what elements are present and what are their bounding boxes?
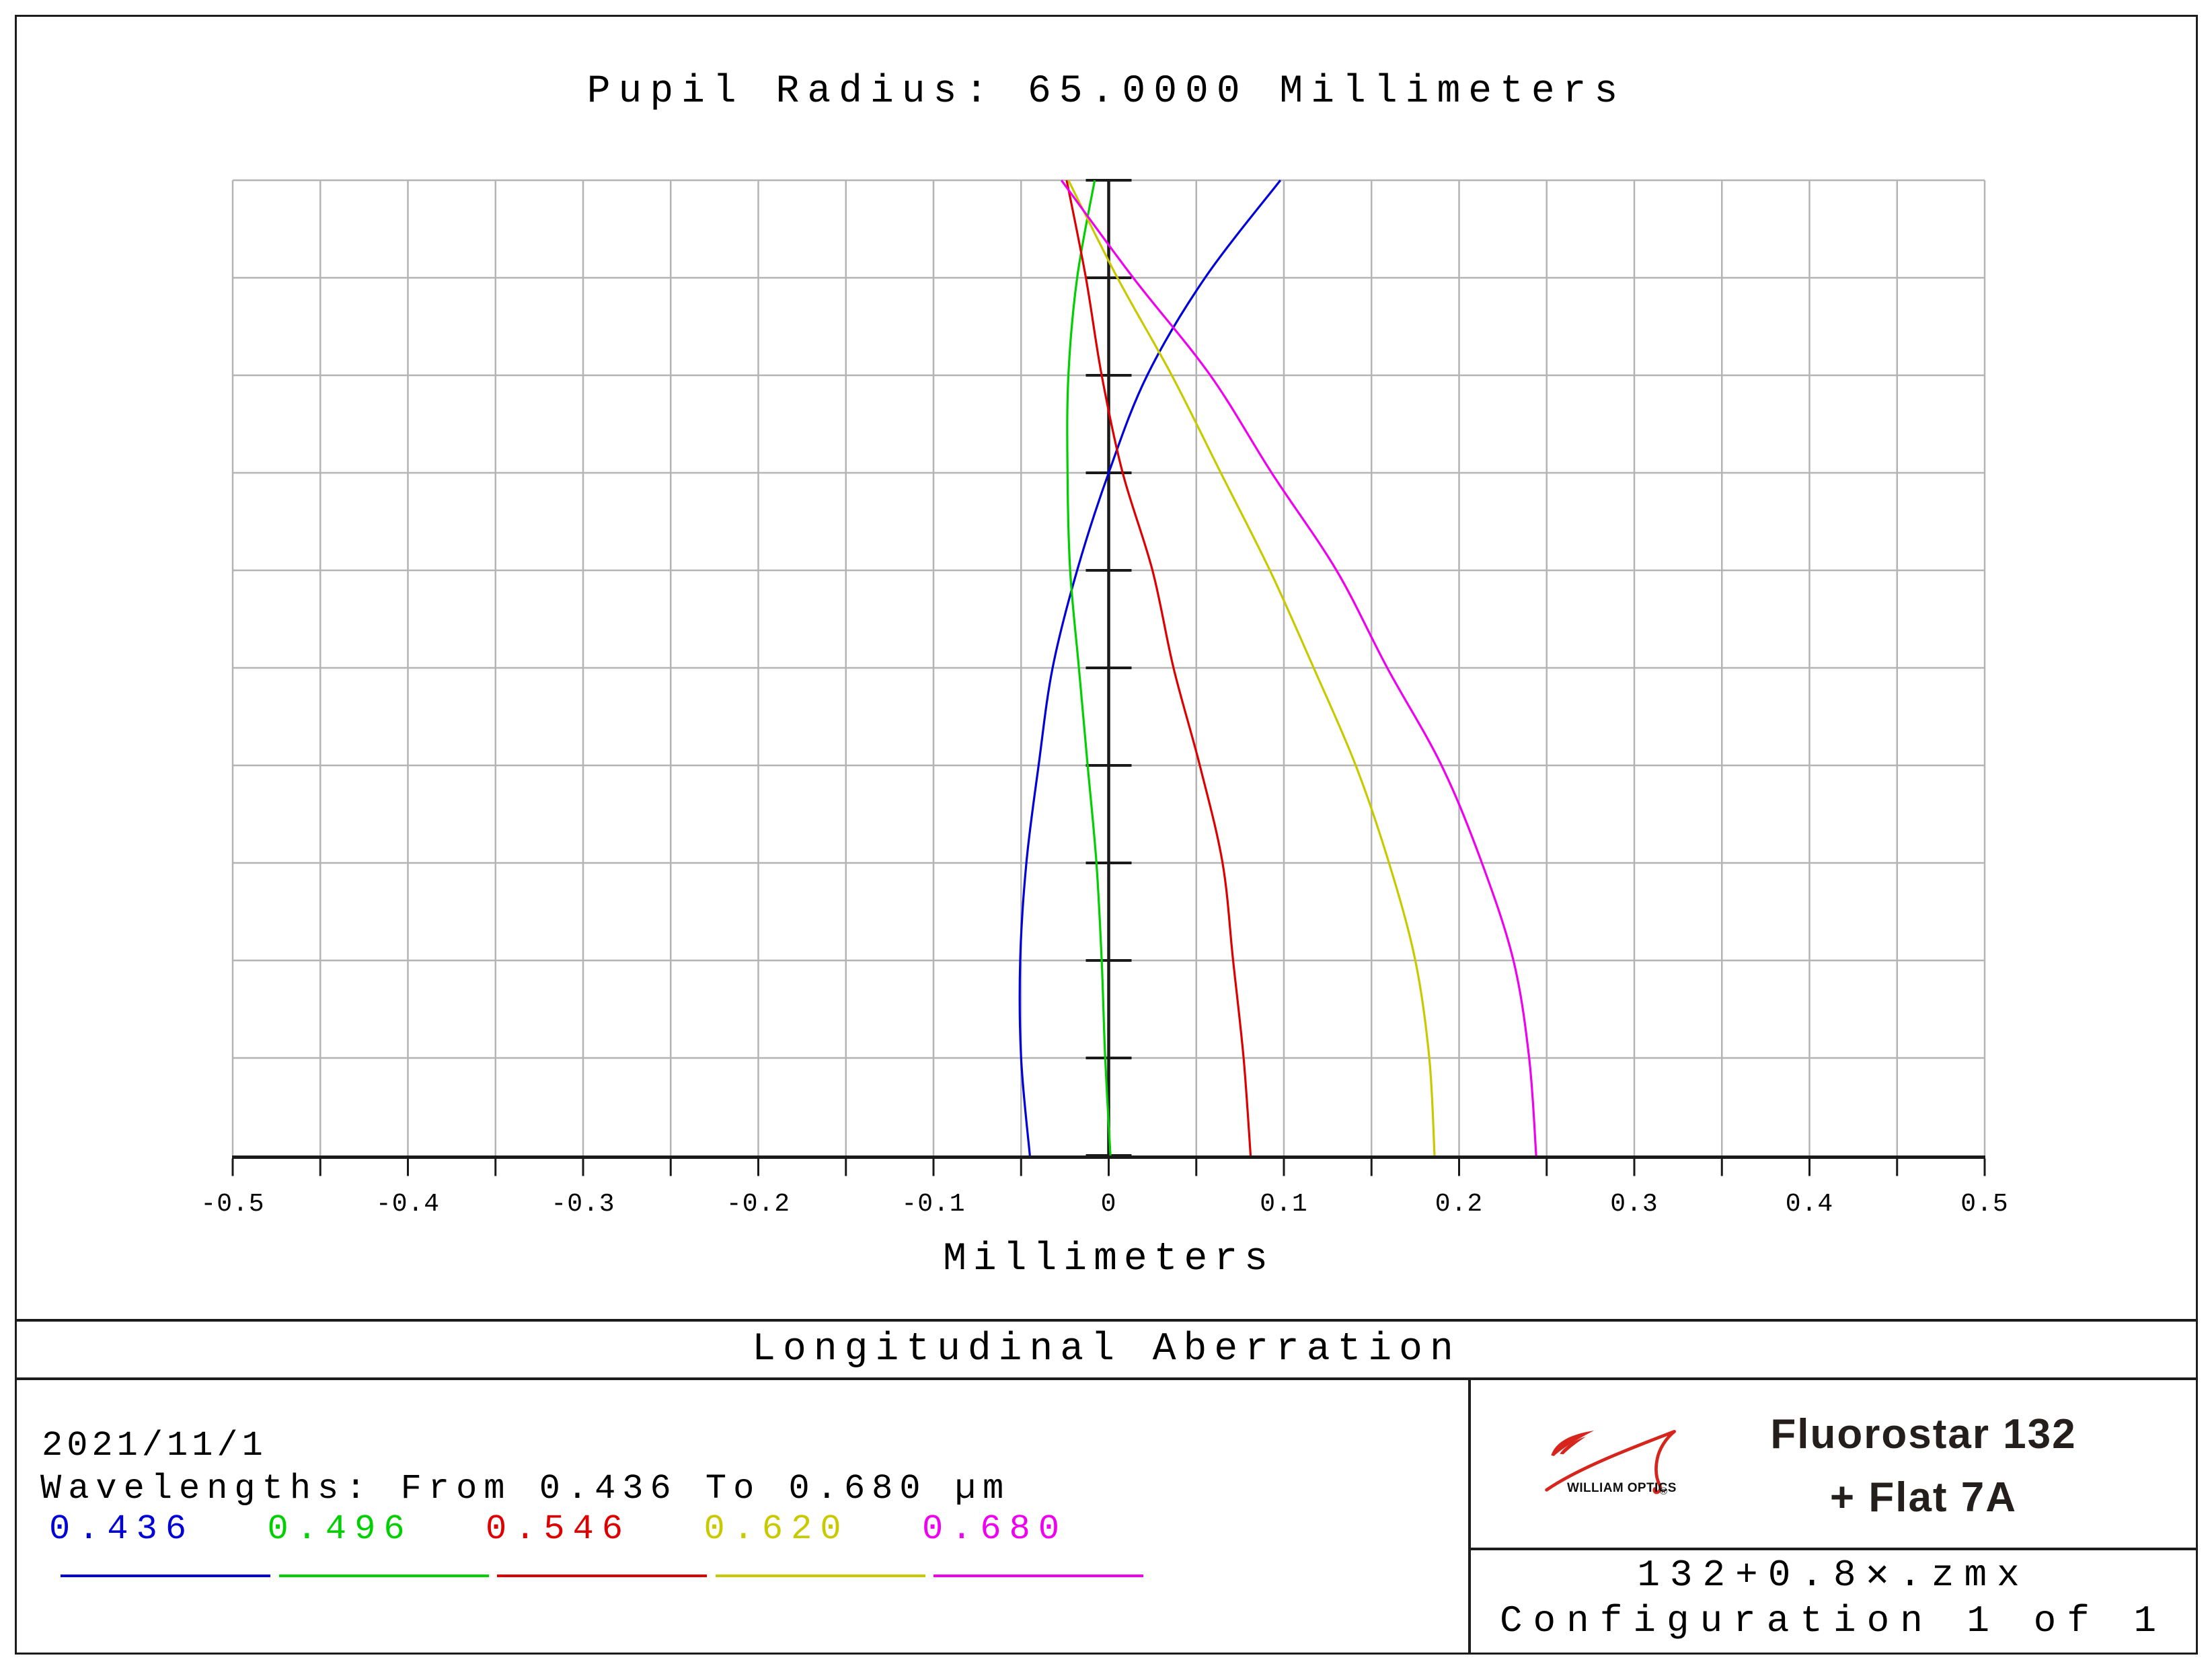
legend-line — [715, 1575, 925, 1577]
chart-title: Pupil Radius: 65.0000 Millimeters — [586, 70, 1626, 114]
wavelengths-range-label: Wavelengths: From 0.436 To 0.680 µm — [40, 1469, 1011, 1509]
aberration-curve-0.496 — [1066, 180, 1112, 1156]
legend-line — [61, 1575, 270, 1577]
x-tick-label: -0.2 — [726, 1190, 791, 1219]
legend-line — [933, 1575, 1143, 1577]
logo-wordmark: WILLIAM OPTICS — [1567, 1481, 1677, 1495]
x-tick-label: 0.3 — [1610, 1190, 1658, 1219]
x-tick-label: -0.4 — [375, 1190, 441, 1219]
aberration-curve-0.680 — [1060, 180, 1537, 1156]
registered-trademark-symbol: ® — [1660, 1486, 1668, 1497]
x-tick-label: 0 — [1100, 1190, 1117, 1219]
legend-value: 0.546 — [486, 1509, 632, 1549]
legend-value: 0.436 — [49, 1509, 195, 1549]
x-tick-label: 0.2 — [1435, 1190, 1484, 1219]
x-tick-label: 0.4 — [1785, 1190, 1834, 1219]
date-label: 2021/11/1 — [42, 1426, 267, 1466]
zemax-file-name: 132+0.8✕.zmx — [1637, 1554, 2030, 1597]
x-axis-label: Millimeters — [943, 1238, 1274, 1281]
page-border — [15, 15, 2198, 1655]
legend-value: 0.496 — [267, 1509, 413, 1549]
x-tick-label: 0.1 — [1260, 1190, 1308, 1219]
product-name-line2: + Flat 7A — [1829, 1474, 2018, 1521]
footer-vertical-divider — [1468, 1379, 1471, 1653]
x-tick-label: -0.5 — [200, 1190, 265, 1219]
brand-panel-divider — [1468, 1548, 2198, 1550]
x-tick-label: -0.1 — [901, 1190, 966, 1219]
legend-line — [278, 1575, 489, 1577]
william-optics-logo-icon — [1545, 1429, 1676, 1494]
section-title: Longitudinal Aberration — [752, 1328, 1461, 1371]
legend-value: 0.620 — [703, 1509, 849, 1549]
aberration-curve-0.620 — [1067, 180, 1436, 1156]
product-name-line1: Fluorostar 132 — [1770, 1411, 2077, 1457]
aberration-curve-0.436 — [1018, 180, 1282, 1156]
x-tick-label: 0.5 — [1960, 1190, 2009, 1219]
x-tick-label: -0.3 — [551, 1190, 615, 1219]
legend-line — [497, 1575, 707, 1577]
configuration-label: Configuration 1 of 1 — [1499, 1599, 2168, 1642]
section-divider-bottom — [15, 1377, 2198, 1380]
section-divider-top — [15, 1319, 2198, 1322]
aberration-curve-0.546 — [1065, 180, 1252, 1156]
legend-value: 0.680 — [922, 1509, 1068, 1549]
